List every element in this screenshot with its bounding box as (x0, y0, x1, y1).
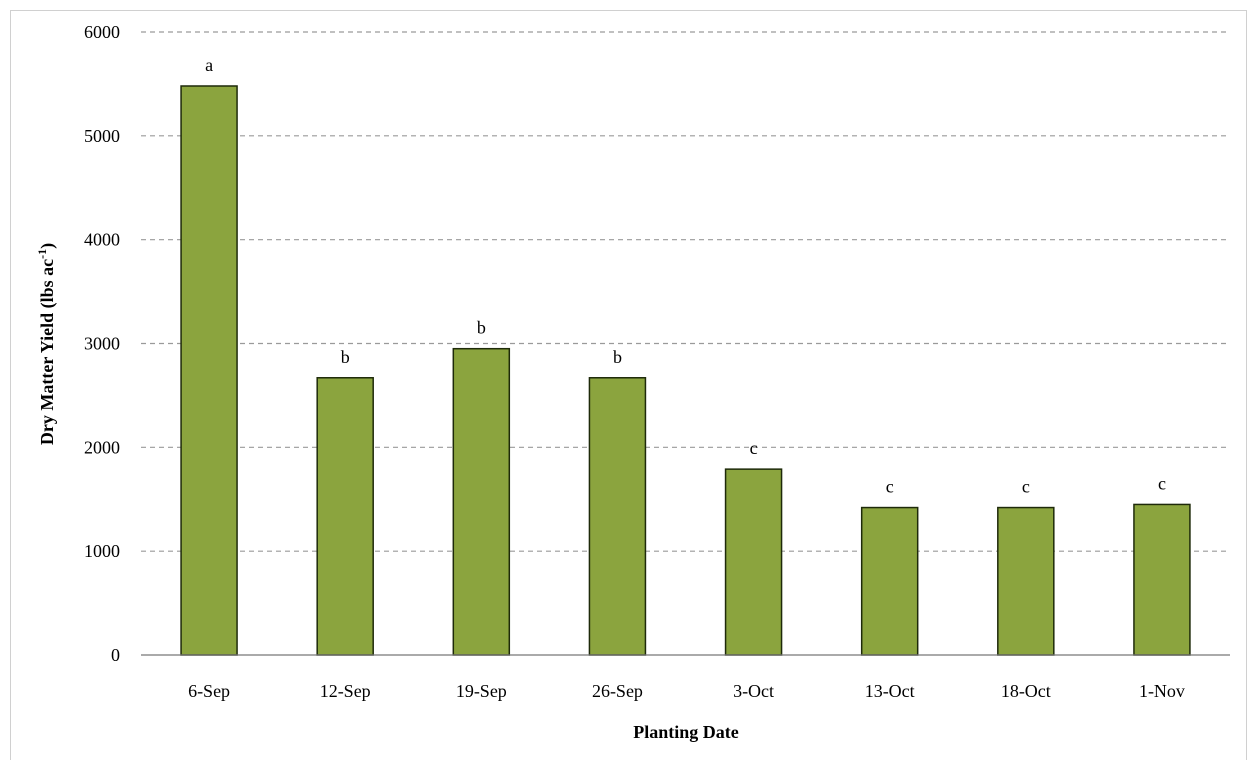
significance-letters: a b b b c c c c (205, 55, 1166, 497)
bar-13-Oct (860, 506, 919, 656)
y-tick-label: 6000 (84, 22, 120, 42)
y-tick-label: 0 (111, 645, 120, 665)
bar-19-Sep (452, 347, 511, 656)
bar-1-Nov (1133, 503, 1191, 656)
significance-letter: b (477, 318, 486, 338)
bar-12-Sep (316, 377, 374, 656)
significance-letter: c (1158, 473, 1166, 493)
significance-letter: c (886, 477, 894, 497)
significance-letter: b (341, 347, 350, 367)
y-axis-title: Dry Matter Yield (lbs ac-1) (35, 243, 58, 445)
x-tick-labels: 6-Sep 12-Sep 19-Sep 26-Sep 3-Oct 13-Oct 18-Oct… (188, 681, 1185, 701)
x-tick-label: 12-Sep (320, 681, 371, 701)
y-tick-label: 5000 (84, 126, 120, 146)
x-tick-label: 13-Oct (865, 681, 915, 701)
y-tick-labels: 0 1000 2000 3000 4000 5000 6000 (84, 22, 120, 665)
y-axis-title-suffix: ) (37, 243, 58, 249)
y-axis-title-superscript: -1 (35, 249, 49, 259)
bar-6-Sep (180, 85, 238, 656)
bar-3-Oct (724, 468, 783, 656)
bar-18-Oct (997, 506, 1055, 656)
x-axis-title: Planting Date (633, 722, 739, 742)
chart-frame (10, 10, 1247, 760)
significance-letter: b (613, 347, 622, 367)
x-tick-label: 19-Sep (456, 681, 507, 701)
significance-letter: c (750, 438, 758, 458)
bar-26-Sep (588, 377, 647, 656)
gridlines (141, 31, 1230, 552)
y-tick-label: 1000 (84, 541, 120, 561)
x-tick-label: 1-Nov (1139, 681, 1185, 701)
x-tick-label: 3-Oct (733, 681, 774, 701)
x-tick-label: 26-Sep (592, 681, 643, 701)
significance-letter: a (205, 55, 213, 75)
bars (180, 85, 1191, 656)
significance-letter: c (1022, 477, 1030, 497)
y-tick-label: 3000 (84, 334, 120, 354)
y-tick-label: 4000 (84, 230, 120, 250)
y-tick-label: 2000 (84, 437, 120, 457)
x-tick-label: 18-Oct (1001, 681, 1051, 701)
y-axis-title-main: Dry Matter Yield (lbs ac (37, 259, 58, 445)
x-tick-label: 6-Sep (188, 681, 230, 701)
